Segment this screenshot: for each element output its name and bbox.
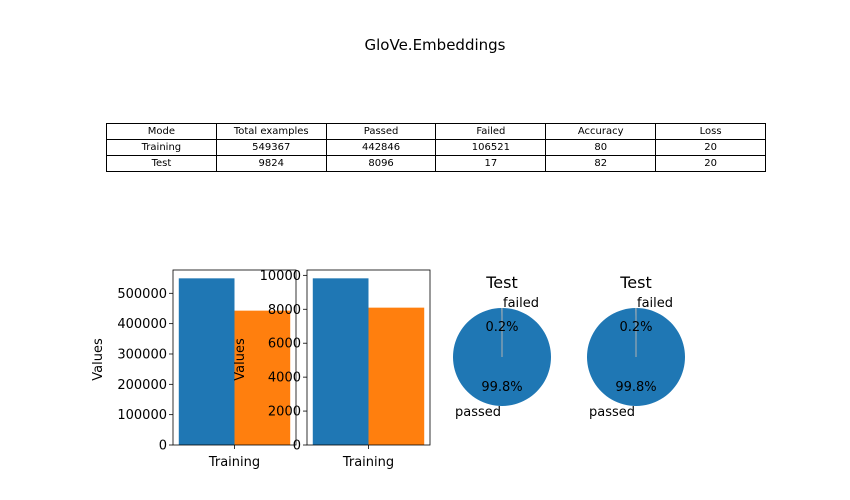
bar	[312, 278, 369, 445]
y-tick-label: 6000	[268, 337, 301, 352]
pie-slice-label: passed	[455, 405, 501, 420]
pie-slice-label: passed	[589, 405, 635, 420]
pie-slice-label: failed	[503, 296, 539, 311]
x-tick-label: Training	[342, 455, 394, 470]
y-tick-label: 500000	[117, 287, 167, 302]
x-tick-label: Training	[208, 455, 260, 470]
table-row: Training 549367 442846 106521 80 20	[106, 139, 766, 156]
y-tick-label: 0	[159, 439, 167, 454]
y-tick-label: 100000	[117, 408, 167, 423]
bar	[368, 307, 425, 445]
y-tick-label: 2000	[268, 405, 301, 420]
y-tick-label: 10000	[260, 269, 301, 284]
y-tick-label: 300000	[117, 347, 167, 362]
table-row: Test 9824 8096 17 82 20	[106, 155, 766, 172]
pie-slice-label: failed	[637, 296, 673, 311]
figure-title: GloVe.Embeddings	[364, 36, 506, 54]
y-tick-label: 0	[293, 439, 301, 454]
table-cell: 8096	[325, 155, 437, 172]
y-tick-label: 4000	[268, 371, 301, 386]
pie-title: Test	[485, 273, 518, 292]
results-table: Mode Total examples Passed Failed Accura…	[106, 123, 766, 172]
bar	[234, 310, 291, 445]
table-cell: 20	[655, 155, 766, 172]
pie-pct-label: 0.2%	[485, 320, 518, 335]
y-axis-label: Values	[233, 338, 248, 381]
pie-pct-label: 0.2%	[619, 320, 652, 335]
bar	[178, 278, 235, 445]
y-axis-label: Values	[91, 338, 106, 381]
pie-pct-label: 99.8%	[481, 380, 522, 395]
y-tick-label: 400000	[117, 317, 167, 332]
y-tick-label: 8000	[268, 303, 301, 318]
pie-pct-label: 99.8%	[615, 380, 656, 395]
pie-title: Test	[619, 273, 652, 292]
y-tick-label: 200000	[117, 378, 167, 393]
